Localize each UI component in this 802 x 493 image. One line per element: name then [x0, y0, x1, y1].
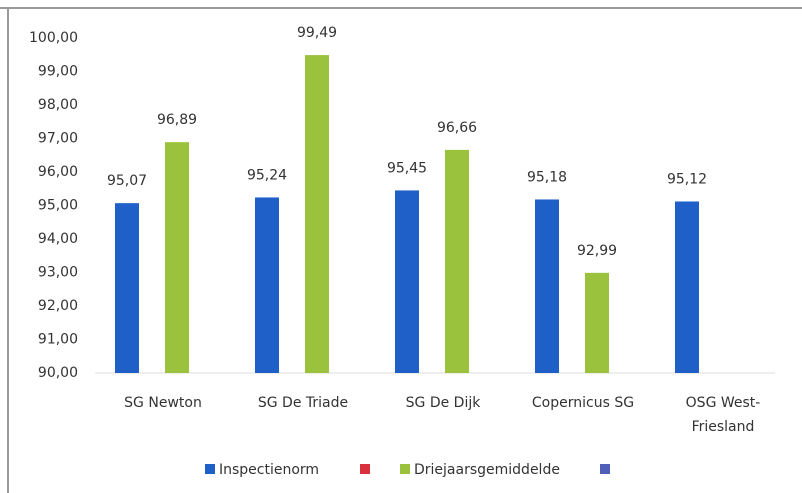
y-tick-label: 100,00: [29, 30, 78, 46]
value-label: 95,24: [247, 167, 287, 183]
x-tick-label: OSG West-Friesland: [686, 395, 761, 435]
value-label: 92,99: [577, 243, 617, 259]
legend-marker: [400, 464, 410, 474]
legend-marker: [600, 464, 610, 474]
legend-label: Driejaarsgemiddelde: [414, 462, 560, 478]
value-label: 96,89: [157, 112, 197, 128]
bar: [395, 190, 419, 373]
value-label: 95,45: [387, 160, 427, 176]
value-label: 95,07: [107, 173, 147, 189]
y-tick-label: 95,00: [38, 198, 78, 214]
y-tick-label: 93,00: [38, 265, 78, 281]
bar: [445, 149, 469, 373]
bar: [675, 201, 699, 373]
y-tick-label: 91,00: [38, 332, 78, 348]
legend-marker: [205, 464, 215, 474]
y-tick-label: 99,00: [38, 64, 78, 80]
y-tick-label: 96,00: [38, 164, 78, 180]
y-tick-label: 97,00: [38, 131, 78, 147]
y-tick-label: 92,00: [38, 298, 78, 314]
bar: [535, 199, 559, 373]
bar: [585, 272, 609, 373]
x-tick-label: SG De Triade: [258, 395, 348, 411]
bar: [255, 197, 279, 373]
legend-label: Inspectienorm: [219, 462, 319, 478]
x-tick-label: SG Newton: [124, 395, 202, 411]
y-tick-label: 98,00: [38, 97, 78, 113]
bar: [115, 203, 139, 373]
bar: [305, 55, 329, 374]
bar: [165, 142, 189, 373]
x-tick-label: Copernicus SG: [532, 395, 634, 411]
x-tick-label: SG De Dijk: [406, 395, 482, 411]
y-tick-label: 90,00: [38, 365, 78, 381]
value-label: 95,18: [527, 169, 567, 185]
value-label: 96,66: [437, 120, 477, 136]
legend-marker: [360, 464, 370, 474]
value-label: 99,49: [297, 25, 337, 41]
value-label: 95,12: [667, 171, 707, 187]
y-tick-label: 94,00: [38, 231, 78, 247]
